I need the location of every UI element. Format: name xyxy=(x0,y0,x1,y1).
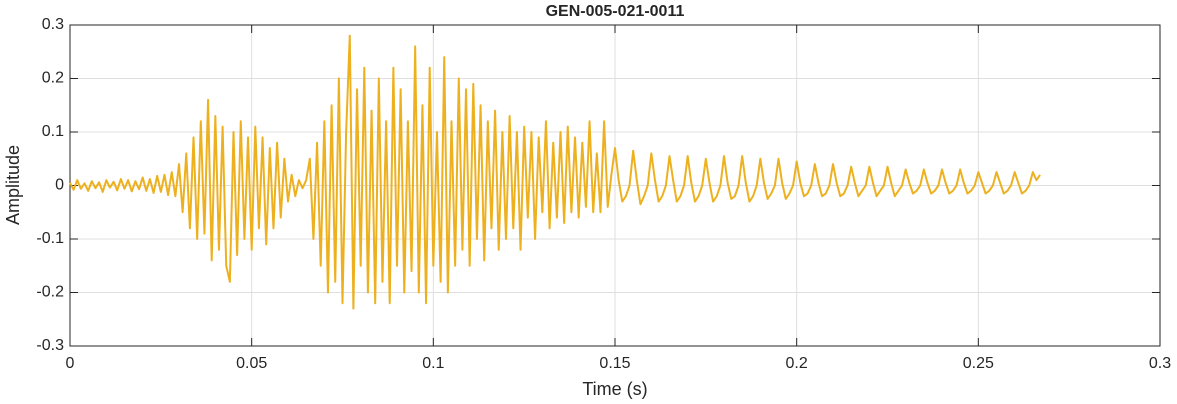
y-tick-label: 0.3 xyxy=(42,16,64,33)
y-tick-label: -0.3 xyxy=(36,337,64,354)
plot-box xyxy=(69,24,1161,347)
y-tick-label: 0.2 xyxy=(42,70,64,87)
chart-title: GEN-005-021-0011 xyxy=(546,3,685,20)
y-tick-label: -0.1 xyxy=(36,230,64,247)
y-tick-label: -0.2 xyxy=(36,284,64,301)
x-tick-label: 0.1 xyxy=(422,355,444,372)
x-tick-label: 0.25 xyxy=(963,355,994,372)
x-tick-label: 0.15 xyxy=(599,355,630,372)
y-axis-label: Amplitude xyxy=(3,145,23,225)
x-tick-label: 0.05 xyxy=(236,355,267,372)
x-tick-label: 0.2 xyxy=(786,355,808,372)
y-tick-label: 0.1 xyxy=(42,123,64,140)
signal-line xyxy=(69,34,1041,310)
y-tick-label: 0 xyxy=(55,177,64,194)
x-axis-label: Time (s) xyxy=(582,379,647,399)
x-tick-label: 0 xyxy=(66,355,75,372)
x-tick-label: 0.3 xyxy=(1149,355,1171,372)
